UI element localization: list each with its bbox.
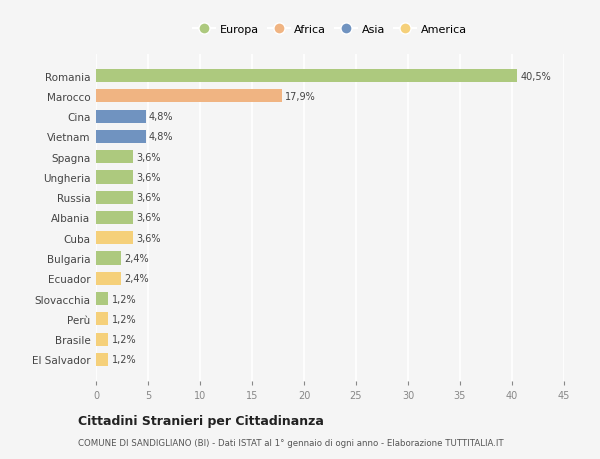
Bar: [96, 110, 146, 123]
Bar: [96, 90, 282, 103]
Text: 40,5%: 40,5%: [520, 72, 551, 81]
Text: 17,9%: 17,9%: [285, 92, 316, 102]
Bar: [96, 212, 133, 224]
Text: 1,2%: 1,2%: [112, 355, 136, 364]
Text: 1,2%: 1,2%: [112, 294, 136, 304]
Text: 2,4%: 2,4%: [124, 274, 149, 284]
Bar: [96, 252, 121, 265]
Text: 3,6%: 3,6%: [137, 152, 161, 162]
Text: COMUNE DI SANDIGLIANO (BI) - Dati ISTAT al 1° gennaio di ogni anno - Elaborazion: COMUNE DI SANDIGLIANO (BI) - Dati ISTAT …: [78, 438, 503, 447]
Bar: [96, 313, 109, 326]
Text: 2,4%: 2,4%: [124, 253, 149, 263]
Bar: [96, 171, 133, 184]
Bar: [96, 191, 133, 204]
Bar: [96, 151, 133, 164]
Bar: [96, 232, 133, 245]
Text: 3,6%: 3,6%: [137, 173, 161, 183]
Bar: [96, 292, 109, 306]
Bar: [96, 272, 121, 285]
Text: 3,6%: 3,6%: [137, 233, 161, 243]
Text: 3,6%: 3,6%: [137, 193, 161, 203]
Text: 3,6%: 3,6%: [137, 213, 161, 223]
Bar: [96, 353, 109, 366]
Text: 1,2%: 1,2%: [112, 334, 136, 344]
Bar: [96, 70, 517, 83]
Bar: [96, 333, 109, 346]
Text: Cittadini Stranieri per Cittadinanza: Cittadini Stranieri per Cittadinanza: [78, 414, 324, 428]
Bar: [96, 130, 146, 144]
Text: 1,2%: 1,2%: [112, 314, 136, 324]
Text: 4,8%: 4,8%: [149, 112, 173, 122]
Text: 4,8%: 4,8%: [149, 132, 173, 142]
Legend: Europa, Africa, Asia, America: Europa, Africa, Asia, America: [190, 22, 470, 38]
